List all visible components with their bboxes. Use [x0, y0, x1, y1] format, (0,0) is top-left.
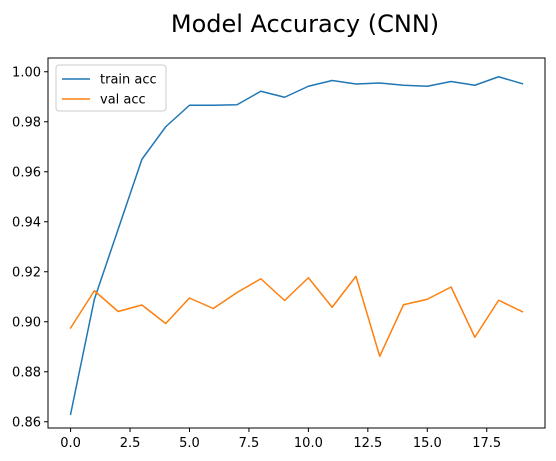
ticks-layer: 0.0 2.5 5.0 7.5 10.0 12.5 15.0 17.5 0.86 0.88 0.90…	[12, 65, 501, 451]
chart-title: Model Accuracy (CNN)	[171, 10, 439, 38]
plot-frame	[47, 57, 546, 429]
y-tick-label: 0.94	[12, 215, 41, 230]
x-tick-label: 10.0	[294, 436, 323, 451]
y-tick-label: 0.90	[12, 315, 41, 330]
x-tick-label: 17.5	[472, 436, 501, 451]
y-tick-label: 0.92	[12, 265, 41, 280]
legend-label-val-acc: val acc	[100, 93, 146, 108]
y-tick-label: 0.98	[12, 115, 41, 130]
series-line-train-acc	[69, 76, 524, 416]
x-tick-label: 15.0	[413, 436, 442, 451]
x-tick-label: 0.0	[60, 436, 81, 451]
x-tick-label: 7.5	[239, 436, 260, 451]
legend-label-train-acc: train acc	[100, 73, 157, 88]
y-tick-label: 0.86	[12, 415, 41, 430]
plot-layer	[69, 76, 524, 416]
x-tick-label: 2.5	[120, 436, 141, 451]
x-tick-label: 5.0	[179, 436, 200, 451]
x-tick-label: 12.5	[353, 436, 382, 451]
legend: train acc val acc	[55, 64, 167, 112]
series-line-val-acc	[69, 275, 524, 357]
y-tick-label: 0.96	[12, 165, 41, 180]
y-tick-label: 1.00	[12, 65, 41, 80]
y-tick-label: 0.88	[12, 365, 41, 380]
